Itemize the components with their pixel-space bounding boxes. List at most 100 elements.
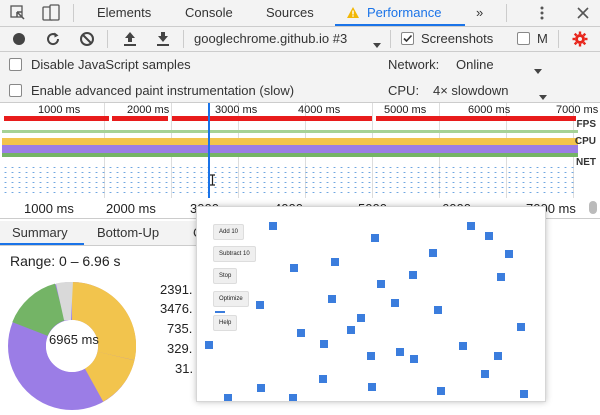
moving-square bbox=[459, 342, 467, 350]
moving-square bbox=[319, 375, 327, 383]
advanced-paint-label: Enable advanced paint instrumentation (s… bbox=[31, 83, 295, 98]
fps-bar bbox=[112, 116, 168, 121]
moving-square bbox=[497, 273, 505, 281]
moving-square bbox=[331, 258, 339, 266]
details-tab-bar: Summary Bottom-Up C bbox=[0, 221, 202, 246]
cpu-track bbox=[2, 130, 578, 160]
fps-bar bbox=[172, 116, 372, 121]
screenshots-checkbox[interactable] bbox=[401, 32, 414, 45]
moving-square bbox=[467, 222, 475, 230]
help-button[interactable]: Help bbox=[213, 315, 238, 331]
add-10-button[interactable]: Add 10 bbox=[213, 224, 245, 240]
moving-square bbox=[410, 355, 418, 363]
disable-js-samples-label: Disable JavaScript samples bbox=[31, 57, 191, 72]
more-tabs-button[interactable]: » bbox=[476, 5, 484, 20]
more-options-icon[interactable] bbox=[540, 5, 544, 26]
moving-square bbox=[289, 394, 297, 401]
slider-indicator bbox=[215, 311, 225, 313]
pie-slice-painting bbox=[12, 283, 67, 337]
ruler-tick-label: 2000 ms bbox=[106, 201, 156, 216]
moving-square bbox=[505, 250, 513, 258]
overview-tick-label: 4000 ms bbox=[298, 104, 341, 116]
moving-square bbox=[377, 280, 385, 288]
moving-square bbox=[257, 384, 265, 392]
moving-square bbox=[520, 390, 528, 398]
cpu-rendering-band bbox=[2, 145, 578, 153]
stop-button[interactable]: Stop bbox=[213, 268, 238, 284]
pie-slice-scripting bbox=[70, 281, 137, 361]
cpu-scripting-band bbox=[2, 138, 578, 145]
moving-square bbox=[290, 264, 298, 272]
tab-separator bbox=[73, 4, 74, 22]
moving-square bbox=[517, 323, 525, 331]
moving-square bbox=[371, 234, 379, 242]
moving-square bbox=[368, 383, 376, 391]
moving-square bbox=[367, 352, 375, 360]
pie-slice-other bbox=[55, 281, 73, 321]
memory-label: M bbox=[537, 31, 548, 46]
tab-summary[interactable]: Summary bbox=[12, 225, 68, 240]
ruler-tick-label: 1000 ms bbox=[24, 201, 74, 216]
moving-square bbox=[320, 340, 328, 348]
tab-separator bbox=[506, 4, 507, 22]
screenshots-label: Screenshots bbox=[421, 31, 494, 46]
inspect-element-icon[interactable] bbox=[10, 5, 26, 26]
devtools-tab-bar: Elements Console Sources Performance » bbox=[0, 0, 600, 27]
disable-js-samples-checkbox[interactable] bbox=[9, 58, 22, 71]
upload-icon[interactable] bbox=[123, 31, 137, 52]
overview-tick-label: 3000 ms bbox=[215, 104, 258, 116]
fps-bar bbox=[4, 116, 109, 121]
net-track bbox=[2, 165, 578, 193]
moving-square bbox=[357, 314, 365, 322]
playhead-marker[interactable] bbox=[208, 103, 210, 198]
moving-square bbox=[256, 301, 264, 309]
summary-value: 329. bbox=[167, 341, 193, 356]
toolbar-separator bbox=[183, 30, 184, 48]
summary-value: 2391. bbox=[160, 282, 193, 297]
toolbar-separator bbox=[390, 30, 391, 48]
optimize-button[interactable]: Optimize bbox=[213, 291, 249, 307]
fps-track-label: FPS bbox=[576, 119, 596, 130]
moving-square bbox=[297, 329, 305, 337]
network-select[interactable]: Online bbox=[456, 57, 494, 72]
clear-icon[interactable] bbox=[79, 31, 95, 52]
device-toolbar-icon[interactable] bbox=[42, 4, 62, 27]
active-tab-indicator bbox=[0, 243, 84, 245]
range-text: Range: 0 – 6.96 s bbox=[10, 253, 121, 269]
gear-icon[interactable] bbox=[572, 31, 588, 52]
timeline-overview[interactable]: 1000 ms 2000 ms 3000 ms 4000 ms 5000 ms … bbox=[0, 103, 600, 198]
profile-select[interactable]: googlechrome.github.io #3 bbox=[194, 31, 348, 46]
tab-console[interactable]: Console bbox=[185, 5, 233, 20]
active-tab-indicator bbox=[335, 24, 465, 26]
tab-sources[interactable]: Sources bbox=[266, 5, 314, 20]
capture-settings-pane: Disable JavaScript samples Network: Onli… bbox=[0, 52, 600, 103]
cpu-track-label: CPU bbox=[574, 136, 596, 147]
tab-elements[interactable]: Elements bbox=[97, 5, 152, 20]
ruler-scroll-handle[interactable] bbox=[589, 201, 597, 214]
pie-total-label: 6965 ms bbox=[49, 332, 99, 347]
moving-square bbox=[494, 352, 502, 360]
fps-bar bbox=[376, 116, 576, 121]
subtract-10-button[interactable]: Subtract 10 bbox=[213, 246, 256, 262]
tab-performance[interactable]: Performance bbox=[367, 5, 442, 20]
reload-icon[interactable] bbox=[45, 31, 61, 52]
moving-square bbox=[347, 326, 355, 334]
summary-value: 735. bbox=[167, 321, 193, 336]
tab-bottom-up[interactable]: Bottom-Up bbox=[97, 225, 160, 240]
memory-checkbox[interactable] bbox=[517, 32, 530, 45]
dropdown-arrow-icon[interactable] bbox=[534, 62, 542, 80]
moving-square bbox=[437, 387, 445, 395]
net-track-label: NET bbox=[576, 157, 596, 168]
dropdown-arrow-icon[interactable] bbox=[539, 88, 547, 106]
record-icon[interactable] bbox=[12, 32, 26, 51]
cpu-throttle-select[interactable]: 4× slowdown bbox=[433, 83, 509, 98]
demo-page-screenshot: Add 10 Subtract 10 Stop Optimize Help bbox=[196, 206, 546, 402]
download-icon[interactable] bbox=[156, 31, 170, 52]
moving-square bbox=[391, 299, 399, 307]
dropdown-arrow-icon[interactable] bbox=[373, 36, 381, 54]
cpu-idle-band bbox=[2, 130, 578, 133]
advanced-paint-checkbox[interactable] bbox=[9, 84, 22, 97]
text-cursor-icon bbox=[209, 173, 216, 191]
summary-pie-chart: 6965 ms bbox=[8, 281, 137, 410]
close-icon[interactable] bbox=[577, 6, 589, 24]
